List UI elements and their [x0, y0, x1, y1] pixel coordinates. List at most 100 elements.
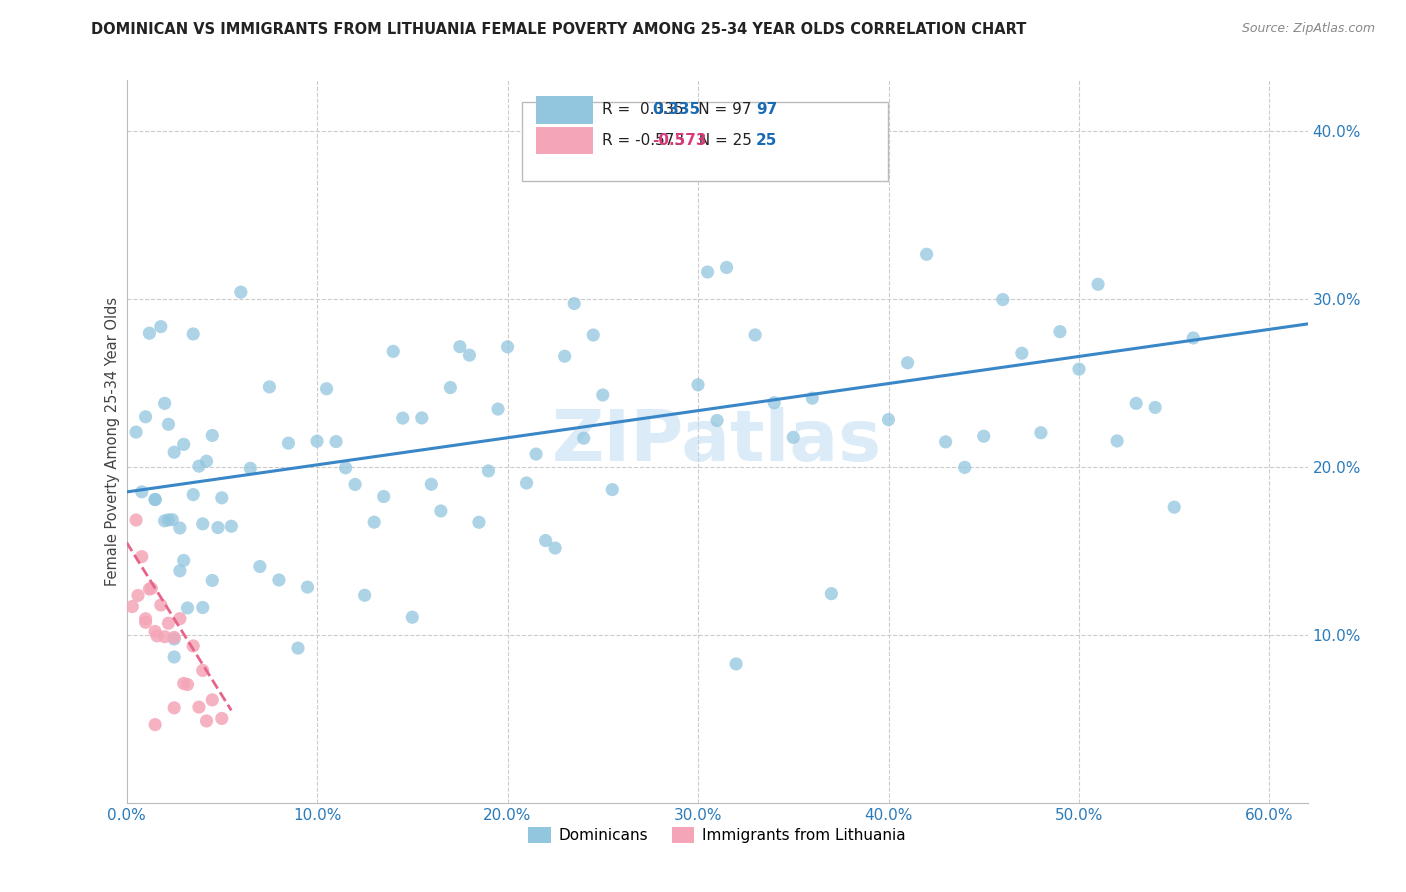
- Point: [344, 477, 367, 491]
- Point: [125, 513, 148, 527]
- Point: [163, 650, 186, 665]
- Point: [353, 588, 375, 602]
- Point: [207, 520, 229, 534]
- Point: [411, 411, 433, 425]
- Point: [181, 488, 204, 502]
- Point: [211, 711, 233, 725]
- Point: [135, 612, 157, 626]
- Point: [135, 409, 157, 424]
- Bar: [536, 127, 593, 154]
- Point: [149, 598, 172, 612]
- Point: [1029, 425, 1052, 440]
- Point: [191, 600, 214, 615]
- Point: [439, 380, 461, 394]
- Point: [401, 610, 423, 624]
- Text: 97: 97: [756, 103, 778, 118]
- Point: [239, 461, 262, 475]
- Point: [373, 490, 395, 504]
- Point: [335, 460, 357, 475]
- Point: [1011, 346, 1033, 360]
- Point: [141, 582, 163, 596]
- Point: [163, 632, 186, 646]
- Point: [191, 516, 214, 531]
- Point: [146, 629, 169, 643]
- Point: [125, 425, 148, 439]
- Point: [1049, 325, 1071, 339]
- Point: [430, 504, 453, 518]
- Point: [162, 513, 184, 527]
- Point: [191, 664, 214, 678]
- Point: [131, 484, 153, 499]
- Point: [706, 413, 728, 427]
- Point: [169, 612, 191, 626]
- Point: [544, 541, 567, 555]
- Point: [600, 483, 623, 497]
- Point: [138, 326, 160, 341]
- Point: [382, 344, 405, 359]
- Point: [249, 559, 271, 574]
- Text: -0.573: -0.573: [652, 133, 707, 148]
- Point: [562, 296, 585, 310]
- Point: [195, 454, 218, 468]
- Point: [686, 377, 709, 392]
- Point: [195, 714, 218, 728]
- Point: [163, 445, 186, 459]
- Point: [138, 582, 160, 596]
- Point: [935, 434, 957, 449]
- Y-axis label: Female Poverty Among 25-34 Year Olds: Female Poverty Among 25-34 Year Olds: [105, 297, 120, 586]
- Point: [554, 349, 576, 363]
- Point: [449, 340, 471, 354]
- Point: [163, 701, 186, 715]
- Point: [201, 574, 224, 588]
- Point: [201, 693, 224, 707]
- Point: [157, 417, 180, 432]
- Point: [181, 639, 204, 653]
- Point: [135, 615, 157, 630]
- Point: [287, 641, 309, 656]
- Legend: Dominicans, Immigrants from Lithuania: Dominicans, Immigrants from Lithuania: [522, 822, 912, 849]
- Point: [953, 460, 976, 475]
- Point: [763, 395, 786, 409]
- Point: [157, 616, 180, 631]
- Point: [173, 553, 195, 567]
- Point: [1182, 331, 1205, 345]
- Point: [201, 428, 224, 442]
- Point: [696, 265, 718, 279]
- Text: Source: ZipAtlas.com: Source: ZipAtlas.com: [1241, 22, 1375, 36]
- Point: [725, 657, 748, 671]
- Point: [782, 430, 804, 444]
- Text: R = -0.573   N = 25: R = -0.573 N = 25: [603, 133, 752, 148]
- Point: [496, 340, 519, 354]
- Point: [468, 516, 491, 530]
- Point: [163, 631, 186, 645]
- Point: [259, 380, 281, 394]
- Point: [297, 580, 319, 594]
- Point: [477, 464, 499, 478]
- Point: [143, 717, 166, 731]
- Point: [169, 521, 191, 535]
- Point: [1125, 396, 1147, 410]
- Point: [325, 434, 347, 449]
- Point: [516, 475, 538, 490]
- Point: [1163, 500, 1185, 515]
- Text: 25: 25: [756, 133, 778, 148]
- Point: [582, 328, 605, 343]
- Point: [315, 382, 337, 396]
- Bar: [536, 96, 593, 124]
- Point: [176, 601, 198, 615]
- Point: [1087, 277, 1109, 292]
- Point: [915, 247, 938, 261]
- Text: DOMINICAN VS IMMIGRANTS FROM LITHUANIA FEMALE POVERTY AMONG 25-34 YEAR OLDS CORR: DOMINICAN VS IMMIGRANTS FROM LITHUANIA F…: [91, 22, 1026, 37]
- Point: [143, 492, 166, 507]
- Point: [187, 459, 209, 474]
- Point: [973, 429, 995, 443]
- Point: [173, 676, 195, 690]
- Point: [153, 630, 176, 644]
- Point: [267, 573, 290, 587]
- Point: [157, 513, 180, 527]
- Text: 0.335: 0.335: [652, 103, 700, 118]
- Point: [143, 624, 166, 639]
- Point: [173, 437, 195, 451]
- Point: [121, 599, 143, 614]
- Point: [143, 492, 166, 507]
